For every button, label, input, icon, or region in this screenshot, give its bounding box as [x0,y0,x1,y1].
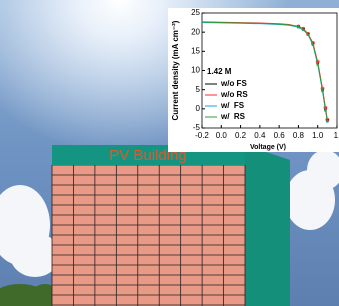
legend-label: w/o RS [220,90,248,99]
x-tick-label: 1.0 [312,131,324,140]
y-tick-label: 20 [191,27,200,36]
y-tick-label: 25 [191,8,200,17]
y-tick-label: 10 [191,66,200,75]
y-tick-label: 15 [191,46,200,55]
legend-label: w/ FS [220,101,245,110]
y-tick-label: 0 [196,104,201,113]
x-tick-label: 0.6 [274,131,286,140]
x-tick-label: 0.8 [293,131,305,140]
x-axis-label: Voltage (V) [250,144,286,151]
x-tick-label: 1. [334,131,339,140]
y-axis-label: Current density (mA cm⁻²) [171,20,180,120]
x-tick-label: -0.2 [195,131,209,140]
building-side [245,145,290,306]
legend-label: w/ RS [220,112,246,121]
x-tick-label: 0.2 [235,131,247,140]
legend-label: w/o FS [220,79,247,88]
figure: PV Building -50510152025-0.20.00.20.40.6… [0,0,339,306]
annotation: 1.42 M [207,67,232,76]
x-tick-label: 0.0 [216,131,228,140]
y-tick-label: 5 [196,85,201,94]
x-tick-label: 0.4 [254,131,266,140]
trees [0,284,59,306]
